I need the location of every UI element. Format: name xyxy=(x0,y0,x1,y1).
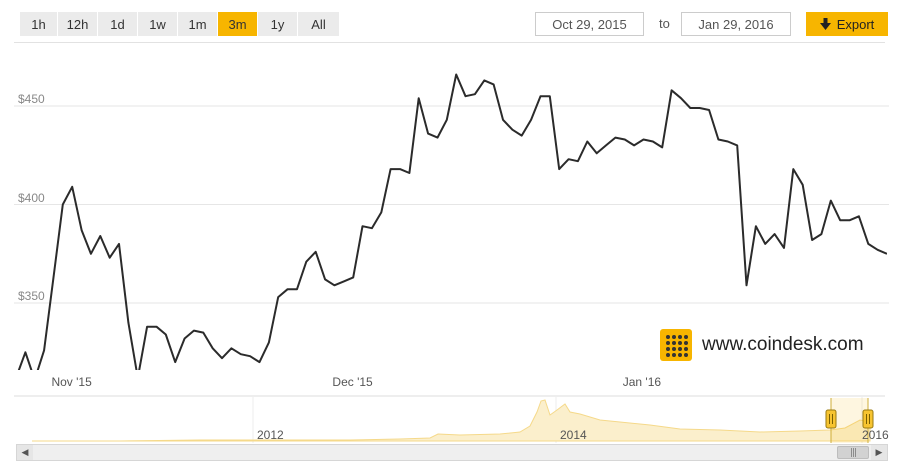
grip-icon: ||| xyxy=(849,447,857,458)
x-tick-label: Jan '16 xyxy=(622,375,662,389)
coindesk-watermark: www.coindesk.com xyxy=(660,329,864,361)
scroll-left-arrow-icon[interactable]: ◀ xyxy=(17,445,33,460)
y-tick-label: $450 xyxy=(18,92,45,107)
range-handle-icon[interactable] xyxy=(862,409,874,429)
y-tick-label: $400 xyxy=(18,190,45,205)
price-series-line xyxy=(17,73,887,370)
range-button-1m[interactable]: 1m xyxy=(178,12,218,36)
range-button-1w[interactable]: 1w xyxy=(138,12,178,36)
navigator-year-label: 2014 xyxy=(560,428,587,442)
to-date-field[interactable]: Jan 29, 2016 xyxy=(681,12,791,36)
range-button-12h[interactable]: 12h xyxy=(58,12,98,36)
y-tick-label: $350 xyxy=(18,289,45,304)
price-line-chart xyxy=(14,73,889,370)
date-range-separator: to xyxy=(659,16,670,31)
export-button[interactable]: Export xyxy=(806,12,888,36)
navigator-scrollbar[interactable]: ◀ ||| ▶ xyxy=(16,444,888,461)
export-label: Export xyxy=(836,16,875,32)
range-button-all[interactable]: All xyxy=(298,12,340,36)
scroll-right-arrow-icon[interactable]: ▶ xyxy=(871,445,887,460)
time-range-selector: 1h 12h 1d 1w 1m 3m 1y All xyxy=(20,12,340,36)
range-button-1y[interactable]: 1y xyxy=(258,12,298,36)
range-button-3m[interactable]: 3m xyxy=(218,12,258,36)
navigator-year-label: 2012 xyxy=(257,428,284,442)
navigator-year-label: 2016 xyxy=(862,428,889,442)
scrollbar-thumb[interactable]: ||| xyxy=(837,446,869,459)
x-tick-label: Nov '15 xyxy=(51,375,92,389)
navigator-history-area xyxy=(32,399,871,442)
toolbar-divider xyxy=(14,42,885,43)
from-date-field[interactable]: Oct 29, 2015 xyxy=(535,12,644,36)
download-arrow-icon xyxy=(819,18,831,30)
navigator-selection xyxy=(831,398,868,443)
range-handle-icon[interactable] xyxy=(825,409,837,429)
range-button-1d[interactable]: 1d xyxy=(98,12,138,36)
range-button-1h[interactable]: 1h xyxy=(20,12,58,36)
watermark-text: www.coindesk.com xyxy=(702,334,864,355)
x-tick-label: Dec '15 xyxy=(332,375,373,389)
coindesk-logo-icon xyxy=(660,329,692,361)
